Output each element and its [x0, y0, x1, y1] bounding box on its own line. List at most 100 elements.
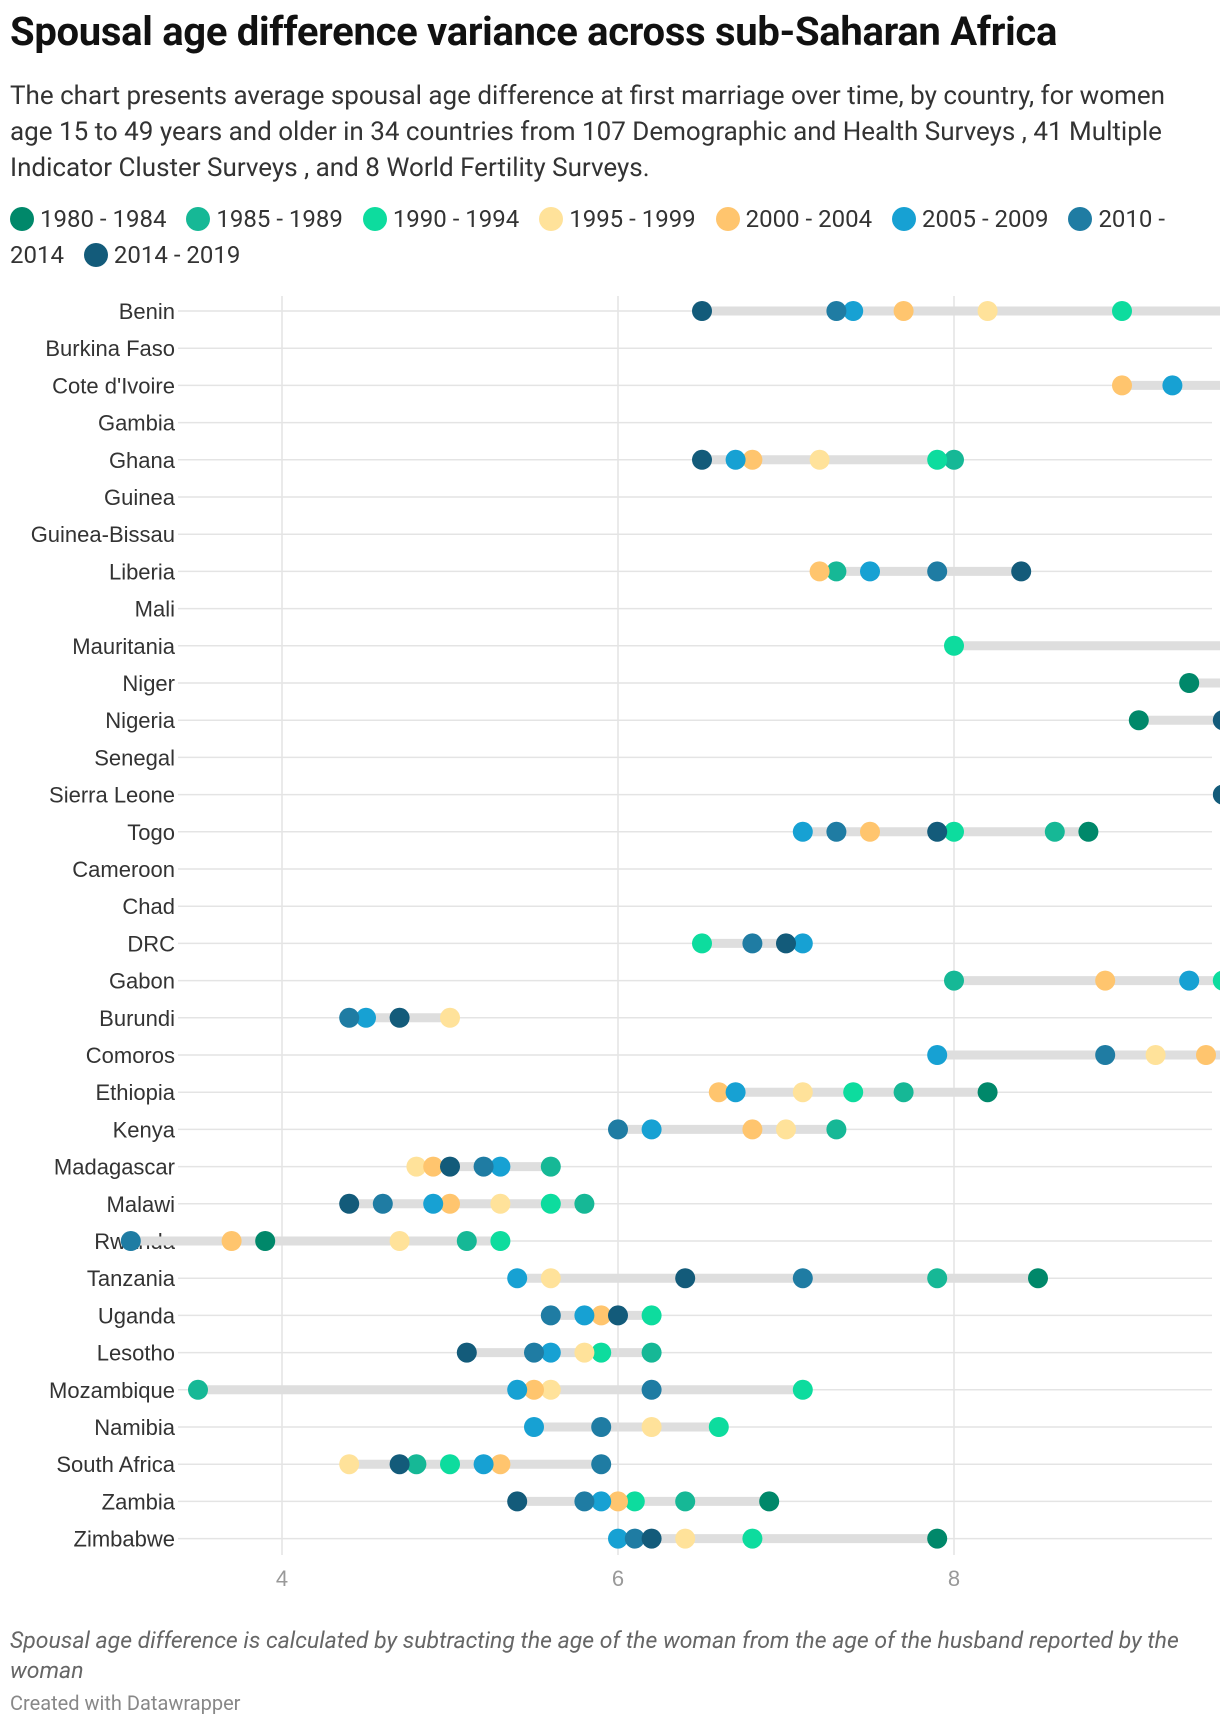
data-point	[1028, 1268, 1048, 1289]
category-label: Guinea-Bissau	[31, 522, 175, 547]
legend-label: 2014 - 2019	[113, 241, 241, 269]
legend-label: 2000 - 2004	[745, 205, 873, 233]
data-point	[1011, 561, 1032, 582]
data-point	[776, 1119, 796, 1140]
category-label: Mauritania	[72, 634, 175, 659]
category-label: Sierra Leone	[49, 783, 175, 808]
data-point	[389, 1231, 410, 1251]
legend-item: 1985 - 1989	[186, 205, 343, 233]
data-point	[440, 1156, 460, 1177]
category-label: Cameroon	[72, 857, 175, 882]
data-point	[1044, 821, 1065, 842]
data-point	[893, 301, 914, 321]
data-point	[742, 933, 763, 954]
legend-swatch	[715, 207, 740, 231]
data-point	[725, 449, 746, 470]
data-point	[725, 1082, 746, 1103]
data-point	[540, 1156, 561, 1177]
data-point	[927, 1528, 948, 1549]
data-point	[540, 1193, 561, 1214]
chart-credit: Created with Datawrapper	[10, 1691, 241, 1715]
data-point	[826, 301, 847, 321]
category-label: Togo	[127, 820, 175, 845]
data-point	[927, 561, 948, 582]
legend-item: 2010 - 2014	[10, 205, 1165, 269]
legend-swatch	[539, 207, 564, 231]
data-point	[490, 1231, 511, 1251]
data-point	[574, 1305, 595, 1326]
data-point	[524, 1417, 544, 1437]
data-point	[591, 1454, 612, 1475]
category-label: Tanzania	[87, 1266, 176, 1291]
data-point	[456, 1342, 477, 1363]
category-label: Gambia	[98, 411, 176, 436]
data-point	[221, 1231, 242, 1251]
data-point	[675, 1268, 696, 1289]
category-label: Mali	[135, 597, 175, 622]
category-label: South Africa	[56, 1452, 175, 1477]
data-point	[809, 561, 830, 582]
data-point	[389, 1454, 410, 1475]
category-label: DRC	[127, 931, 175, 956]
data-point	[792, 821, 813, 842]
chart-note: Spousal age difference is calculated by …	[10, 1627, 1179, 1684]
category-label: Ethiopia	[95, 1080, 175, 1105]
data-point	[356, 1007, 376, 1028]
data-point	[675, 1491, 696, 1512]
data-point	[574, 1491, 595, 1512]
category-label: Lesotho	[97, 1341, 175, 1366]
data-point	[591, 1305, 612, 1326]
data-point	[641, 1119, 662, 1140]
legend-swatch	[83, 243, 108, 267]
category-label: Cote d'Ivoire	[52, 373, 175, 398]
data-point	[440, 1454, 460, 1475]
data-point	[1212, 971, 1220, 991]
legend-swatch	[362, 207, 387, 231]
data-point	[1095, 970, 1116, 991]
data-point	[792, 933, 813, 954]
x-tick-label: 8	[948, 1566, 960, 1591]
legend-label: 1990 - 1994	[392, 205, 520, 233]
data-point	[860, 821, 880, 842]
category-label: Niger	[122, 671, 175, 696]
legend-swatch	[10, 207, 34, 231]
category-label: Malawi	[107, 1192, 175, 1217]
x-tick-label: 6	[612, 1566, 624, 1591]
data-point	[574, 1342, 595, 1363]
legend-swatch	[186, 207, 211, 231]
category-label: Zambia	[102, 1489, 176, 1514]
data-point	[826, 1119, 847, 1140]
category-label: Mozambique	[49, 1378, 175, 1403]
data-point	[809, 449, 830, 470]
data-point	[708, 1082, 729, 1103]
data-point	[473, 1454, 494, 1475]
data-point	[742, 1528, 763, 1549]
chart-legend: 1980 - 1984 1985 - 1989 1990 - 1994 1995…	[10, 201, 1210, 273]
data-point	[1179, 970, 1200, 991]
data-point	[608, 1528, 628, 1549]
legend-item: 1990 - 1994	[362, 205, 520, 233]
data-point	[574, 1193, 595, 1214]
data-point	[490, 1454, 511, 1475]
data-point	[1179, 673, 1200, 693]
data-point	[591, 1417, 612, 1437]
legend-item: 2005 - 2009	[892, 205, 1048, 233]
data-point	[540, 1342, 561, 1363]
category-label: Chad	[122, 894, 175, 919]
data-point	[692, 449, 712, 470]
category-label: Senegal	[94, 745, 175, 770]
data-point	[608, 1119, 628, 1140]
data-point	[1095, 1045, 1116, 1065]
data-point	[440, 1193, 460, 1214]
data-point	[927, 1268, 948, 1289]
data-point	[944, 635, 964, 656]
category-label: Comoros	[86, 1043, 175, 1068]
data-point	[1128, 710, 1149, 731]
data-point	[540, 1379, 561, 1400]
data-point	[255, 1231, 276, 1251]
data-point	[826, 561, 847, 582]
data-point	[776, 933, 796, 954]
data-point	[490, 1156, 511, 1177]
